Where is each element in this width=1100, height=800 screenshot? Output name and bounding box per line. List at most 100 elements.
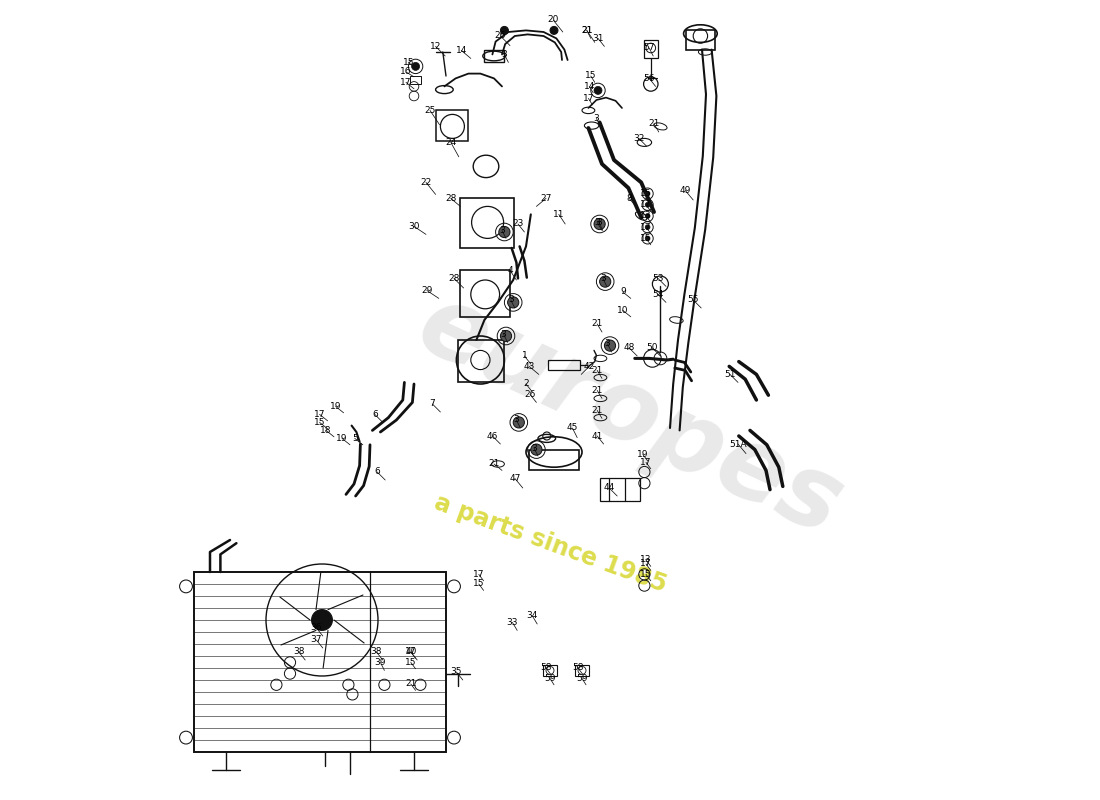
Text: 39: 39: [375, 658, 386, 667]
Text: 29: 29: [421, 286, 432, 295]
Text: 3: 3: [531, 443, 537, 453]
Text: 15: 15: [640, 234, 651, 243]
Text: 17: 17: [640, 222, 651, 232]
Circle shape: [531, 444, 542, 455]
Text: 15: 15: [473, 579, 484, 589]
Circle shape: [594, 218, 605, 230]
Text: 3: 3: [596, 218, 602, 227]
Text: 53: 53: [652, 274, 663, 283]
Text: 3: 3: [502, 50, 507, 59]
Text: 23: 23: [513, 219, 524, 229]
Bar: [542, 665, 558, 676]
Text: 17: 17: [400, 78, 411, 87]
Text: 58: 58: [572, 663, 584, 673]
Text: 46: 46: [486, 431, 498, 441]
Text: 48: 48: [624, 343, 635, 353]
Text: 43: 43: [524, 362, 535, 371]
Text: 19: 19: [337, 434, 348, 443]
Circle shape: [498, 226, 510, 238]
Text: 5: 5: [352, 434, 358, 443]
Text: 45: 45: [566, 423, 579, 433]
Bar: [410, 76, 421, 84]
Text: 58: 58: [540, 663, 552, 673]
Text: 21: 21: [488, 459, 499, 469]
Text: 28: 28: [446, 194, 456, 203]
Bar: [600, 478, 639, 501]
Text: 33: 33: [507, 618, 518, 627]
Circle shape: [507, 297, 519, 308]
Text: 15: 15: [314, 418, 326, 427]
Text: 3: 3: [605, 339, 610, 349]
Text: 21: 21: [581, 26, 593, 35]
Text: 21: 21: [592, 366, 603, 375]
Text: 50: 50: [647, 343, 658, 353]
Circle shape: [646, 236, 650, 241]
Circle shape: [550, 26, 558, 34]
Text: 59: 59: [544, 674, 556, 683]
Text: 21: 21: [592, 319, 603, 329]
Text: 21: 21: [592, 386, 603, 395]
Text: 41: 41: [592, 431, 603, 441]
Text: 21: 21: [581, 26, 593, 35]
Text: 14: 14: [455, 46, 466, 55]
Text: 3: 3: [508, 295, 514, 305]
Circle shape: [604, 340, 616, 351]
Text: 44: 44: [604, 483, 615, 493]
Text: 17: 17: [473, 570, 484, 579]
Bar: [458, 340, 505, 382]
Text: 40: 40: [405, 647, 417, 657]
Text: 57: 57: [644, 43, 654, 53]
Text: 21: 21: [592, 406, 603, 415]
Text: 4: 4: [507, 266, 513, 275]
Text: 3: 3: [499, 226, 505, 235]
Bar: [529, 450, 579, 470]
Text: 1: 1: [521, 351, 527, 361]
Circle shape: [311, 610, 332, 630]
Circle shape: [646, 214, 650, 218]
Text: 14: 14: [583, 82, 595, 91]
Circle shape: [500, 330, 512, 342]
Text: 3: 3: [594, 218, 601, 227]
Bar: [461, 270, 510, 317]
Circle shape: [600, 276, 610, 287]
Bar: [686, 30, 715, 50]
Text: 56: 56: [644, 74, 654, 83]
Text: 30: 30: [408, 222, 420, 231]
Text: 38: 38: [293, 647, 305, 657]
Circle shape: [646, 202, 650, 207]
Bar: [575, 665, 590, 676]
Bar: [484, 50, 505, 62]
Text: 51: 51: [724, 370, 736, 379]
Circle shape: [411, 62, 419, 70]
Text: 17: 17: [640, 559, 651, 569]
Text: 6: 6: [372, 410, 377, 419]
Text: 26: 26: [525, 390, 536, 399]
Text: 15: 15: [403, 58, 415, 67]
Text: 24: 24: [446, 138, 456, 147]
Text: 54: 54: [652, 290, 663, 299]
Text: 16: 16: [400, 67, 411, 77]
Text: 26: 26: [495, 31, 506, 41]
Text: 2: 2: [524, 379, 529, 389]
Text: 13: 13: [640, 211, 651, 221]
Text: 36: 36: [310, 623, 322, 633]
Text: a parts since 1985: a parts since 1985: [430, 490, 670, 598]
Bar: [460, 198, 514, 248]
Text: 38: 38: [371, 647, 382, 657]
Text: 15: 15: [585, 71, 596, 81]
Bar: [644, 40, 658, 58]
Text: 13: 13: [640, 555, 651, 565]
Text: 3: 3: [600, 274, 606, 283]
Text: 12: 12: [430, 42, 441, 51]
Text: 27: 27: [540, 194, 552, 203]
Text: 42: 42: [584, 362, 595, 371]
Text: 3: 3: [514, 415, 519, 425]
Text: 18: 18: [320, 426, 332, 435]
Text: 37: 37: [310, 635, 322, 645]
Text: 15: 15: [640, 189, 651, 198]
Circle shape: [594, 86, 602, 94]
Text: 17: 17: [640, 458, 651, 467]
Text: 19: 19: [330, 402, 341, 411]
Text: 19: 19: [637, 450, 649, 459]
Text: 47: 47: [509, 474, 520, 483]
